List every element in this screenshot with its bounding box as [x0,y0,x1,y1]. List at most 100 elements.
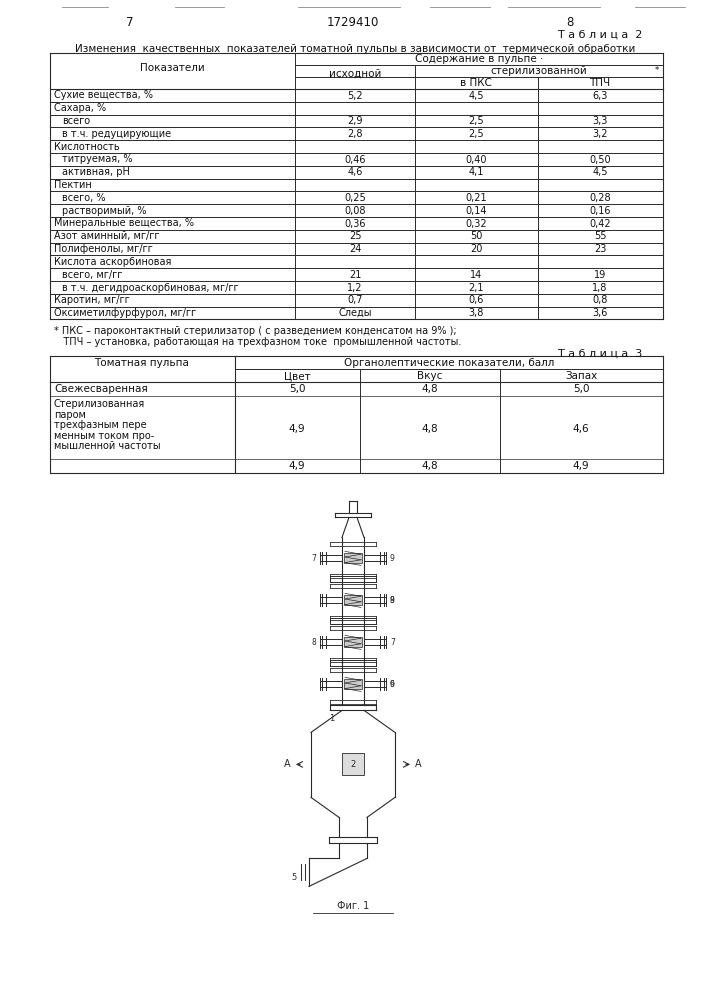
Text: 0,08: 0,08 [344,206,366,216]
Text: титруемая, %: титруемая, % [62,154,132,164]
Text: A: A [415,759,421,769]
Text: Стерилизованная: Стерилизованная [54,399,145,409]
Bar [344,637,362,647]
Text: 3,2: 3,2 [592,129,608,139]
Text: ТПЧ – установка, работающая на трехфазном токе  промышленной частоты.: ТПЧ – установка, работающая на трехфазно… [54,337,462,347]
Text: 0,6: 0,6 [468,295,484,305]
Text: 2,5: 2,5 [468,116,484,126]
Text: * ПКС – пароконтактный стерилизатор ( с разведением конденсатом на 9% );: * ПКС – пароконтактный стерилизатор ( с … [54,326,457,336]
Text: исходной: исходной [329,69,381,79]
Text: активная, рН: активная, рН [62,167,130,177]
Text: 7: 7 [312,554,317,563]
Text: паром: паром [54,410,86,420]
Text: Минеральные вещества, %: Минеральные вещества, % [54,219,194,229]
Text: 4,1: 4,1 [468,167,484,177]
Text: 8: 8 [312,638,316,647]
Text: Т а б л и ц а  2: Т а б л и ц а 2 [558,30,643,40]
Text: 23: 23 [594,244,606,254]
Text: 2,9: 2,9 [347,116,363,126]
Text: 3,3: 3,3 [592,116,608,126]
Text: менным током про-: менным током про- [54,431,154,441]
Text: 2,5: 2,5 [468,129,484,139]
Text: 8: 8 [566,16,573,29]
Text: в ПКС: в ПКС [460,78,492,88]
Text: 2: 2 [351,760,356,769]
Text: 9: 9 [390,596,395,605]
Text: Азот аминный, мг/гг: Азот аминный, мг/гг [54,231,160,241]
Text: 3,6: 3,6 [592,308,608,318]
Text: 4,6: 4,6 [573,424,590,434]
Text: Сухие вещества, %: Сухие вещества, % [54,91,153,101]
Text: 1,2: 1,2 [347,283,363,293]
Text: 5,0: 5,0 [573,384,589,394]
Text: 2,1: 2,1 [468,283,484,293]
Text: Сахара, %: Сахара, % [54,103,106,113]
Text: 7: 7 [127,16,134,29]
Text: 14: 14 [470,270,482,280]
Text: 5: 5 [291,873,297,882]
Text: ТПЧ: ТПЧ [590,78,611,88]
Text: 4,8: 4,8 [421,384,438,394]
Text: 7: 7 [390,638,395,647]
Text: 9: 9 [390,554,395,563]
Text: 4,8: 4,8 [421,461,438,471]
Text: 0,36: 0,36 [344,219,366,229]
Bar [344,553,362,563]
Text: 0,8: 0,8 [592,295,608,305]
Text: 25: 25 [349,231,361,241]
Text: 24: 24 [349,244,361,254]
Text: 21: 21 [349,270,361,280]
Text: Каротин, мг/гг: Каротин, мг/гг [54,295,130,305]
Text: Кислота аскорбиновая: Кислота аскорбиновая [54,257,171,267]
Text: Пектин: Пектин [54,180,92,190]
Text: 0,14: 0,14 [465,206,486,216]
Text: 4,5: 4,5 [468,91,484,101]
Text: 4,9: 4,9 [288,461,305,471]
Text: Свежесваренная: Свежесваренная [54,384,148,394]
Text: мышленной частоты: мышленной частоты [54,441,160,451]
Text: стерилизованной: стерилизованной [491,66,588,76]
Text: 1,8: 1,8 [592,283,608,293]
Text: 0,40: 0,40 [465,154,486,164]
Bar [344,679,362,689]
Text: 3,8: 3,8 [468,308,484,318]
Text: Содержание в пульпе ·: Содержание в пульпе · [415,54,543,64]
Text: трехфазным пере: трехфазным пере [54,420,146,430]
Text: Полифенолы, мг/гг: Полифенолы, мг/гг [54,244,153,254]
Text: 2,8: 2,8 [347,129,363,139]
Text: Запах: Запах [565,371,597,381]
Text: Фиг. 1: Фиг. 1 [337,901,369,911]
Text: 20: 20 [470,244,482,254]
Text: 4,8: 4,8 [421,424,438,434]
Text: 0,46: 0,46 [344,154,366,164]
Text: 0,21: 0,21 [465,193,487,203]
Text: 0,50: 0,50 [589,154,611,164]
Text: 6: 6 [390,680,395,689]
Text: 4,6: 4,6 [347,167,363,177]
Text: Кислотность: Кислотность [54,142,119,152]
Text: в т.ч. дегидроаскорбиновая, мг/гг: в т.ч. дегидроаскорбиновая, мг/гг [62,283,239,293]
Text: 0,28: 0,28 [589,193,611,203]
Text: 1: 1 [329,714,334,723]
Text: Т а б л и ц а  3: Т а б л и ц а 3 [558,348,642,358]
Text: 8: 8 [390,596,395,605]
Text: всего, мг/гг: всего, мг/гг [62,270,122,280]
Text: в т.ч. редуцирующие: в т.ч. редуцирующие [62,129,171,139]
Text: 4,5: 4,5 [592,167,608,177]
Text: Оксиметилфурфурол, мг/гг: Оксиметилфурфурол, мг/гг [54,308,196,318]
Text: Цвет: Цвет [284,371,310,381]
Text: всего, %: всего, % [62,193,105,203]
Text: 0,32: 0,32 [465,219,487,229]
Text: Органолептические показатели, балл: Органолептические показатели, балл [344,358,554,368]
Text: 9: 9 [390,680,395,689]
Text: растворимый, %: растворимый, % [62,206,146,216]
Text: 5,0: 5,0 [288,384,305,394]
Text: 0,7: 0,7 [347,295,363,305]
Text: 0,42: 0,42 [589,219,611,229]
Text: Вкус: Вкус [417,371,443,381]
Text: Следы: Следы [338,308,372,318]
Text: Изменения  качественных  показателей томатной пульпы в зависимости от  термическ: Изменения качественных показателей томат… [75,44,636,54]
Text: *: * [655,66,659,75]
Bar [344,595,362,605]
Text: всего: всего [62,116,90,126]
